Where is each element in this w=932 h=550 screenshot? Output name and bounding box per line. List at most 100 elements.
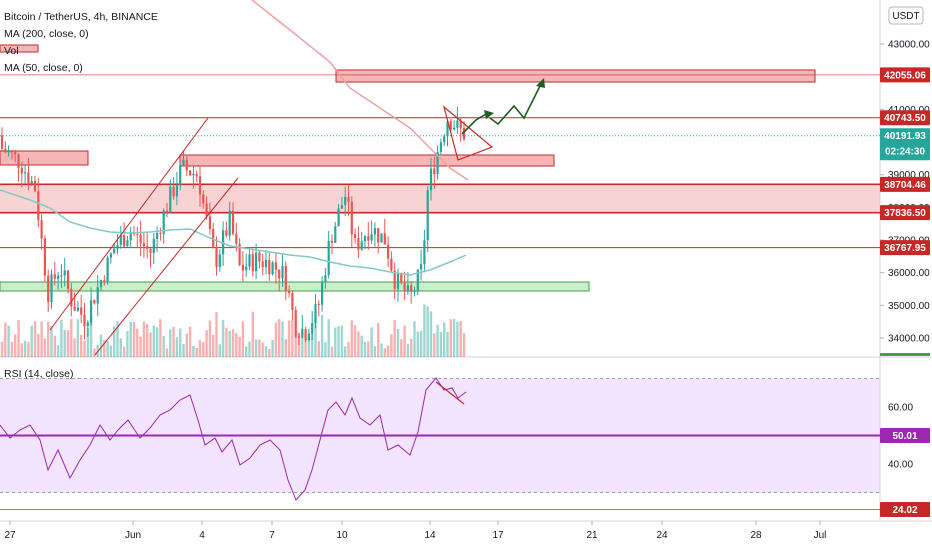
candle-body xyxy=(288,290,291,294)
rsi-tag[interactable] xyxy=(880,502,930,518)
volume-bar xyxy=(73,338,76,357)
rsi-tag[interactable] xyxy=(880,427,930,443)
price-tag[interactable] xyxy=(880,110,930,126)
price-tag[interactable] xyxy=(880,128,930,161)
candle-body xyxy=(182,159,185,166)
volume-bar xyxy=(390,334,393,357)
volume-bar xyxy=(175,337,179,357)
candle-body xyxy=(123,235,126,247)
price-tag[interactable] xyxy=(880,205,930,221)
volume-bar xyxy=(297,333,301,357)
volume-bar xyxy=(185,333,188,357)
candle-body xyxy=(57,275,60,279)
volume-bar xyxy=(294,331,297,357)
candle-body xyxy=(340,205,343,209)
candle-body xyxy=(433,168,436,175)
projection-zigzag[interactable] xyxy=(489,81,543,126)
candle-body xyxy=(416,269,419,291)
candle-body xyxy=(410,285,413,292)
price-tick-label: 35000.00 xyxy=(888,301,930,312)
ma200-legend[interactable]: MA (200, close, 0) xyxy=(4,28,89,40)
volume-bar xyxy=(307,336,311,357)
candle-body xyxy=(126,240,129,247)
volume-bar xyxy=(241,321,245,357)
candle-body xyxy=(330,241,334,243)
vol-swatch xyxy=(0,44,39,53)
volume-bar xyxy=(63,329,66,357)
candle-body xyxy=(255,252,258,272)
countdown-label: 02:24:30 xyxy=(885,147,925,158)
resistance-zone-wide[interactable] xyxy=(0,184,880,213)
volume-bar xyxy=(353,325,357,357)
candle-body xyxy=(321,282,324,305)
drawings-layer[interactable] xyxy=(49,78,545,356)
candle-body xyxy=(400,272,403,283)
candle-body xyxy=(311,323,314,334)
projection-arrow-1[interactable] xyxy=(461,113,487,135)
resistance-zone-left[interactable] xyxy=(0,150,89,166)
volume-bar xyxy=(235,333,238,357)
candle-body xyxy=(459,120,462,129)
channel-upper-line[interactable] xyxy=(49,117,209,331)
rsi-line xyxy=(0,377,467,501)
candle-body xyxy=(83,314,86,327)
time-tick-label: Jun xyxy=(125,530,141,541)
volume-bar xyxy=(314,318,317,357)
volume-bar xyxy=(165,348,169,357)
symbol-title: Bitcoin / TetherUS, 4h, BINANCE xyxy=(4,11,158,23)
candle-body xyxy=(278,269,281,279)
rsi-trendline[interactable] xyxy=(435,381,465,405)
candle-body xyxy=(70,288,73,307)
volume-bar xyxy=(20,343,23,357)
candle-body xyxy=(4,148,7,153)
volume-bar xyxy=(443,322,446,357)
volume-bar xyxy=(162,335,165,357)
candle-body xyxy=(403,282,406,292)
price-tag-label: 40743.50 xyxy=(884,113,926,124)
volume-bar xyxy=(23,340,27,357)
volume-bar xyxy=(393,320,396,357)
volume-bar xyxy=(109,345,113,357)
candle-body xyxy=(238,243,241,265)
volume-bar xyxy=(459,321,462,357)
time-tick-label: 4 xyxy=(199,530,205,541)
support-zone[interactable] xyxy=(0,281,590,292)
price-axis[interactable]: 34000.0035000.0036000.0037000.0038000.00… xyxy=(880,40,930,357)
volume-bar xyxy=(360,335,363,357)
volume-bar xyxy=(198,340,202,357)
candle-body xyxy=(429,168,433,191)
rsi-legend[interactable]: RSI (14, close) xyxy=(4,368,73,380)
price-tag[interactable] xyxy=(880,67,930,83)
volume-bar xyxy=(324,342,327,357)
price-pane[interactable] xyxy=(0,0,880,357)
candle-body xyxy=(307,333,310,340)
resistance-zone-mid[interactable] xyxy=(179,154,555,167)
volume-bar xyxy=(179,328,182,357)
ma50-legend[interactable]: MA (50, close, 0) xyxy=(4,62,83,74)
volume-bar xyxy=(208,320,212,357)
candle-body xyxy=(10,151,13,153)
time-tick-label: 24 xyxy=(656,530,668,541)
candle-body xyxy=(222,230,225,255)
candle-body xyxy=(245,266,248,271)
candle-body xyxy=(449,121,452,130)
currency-badge[interactable] xyxy=(888,6,924,25)
candle-body xyxy=(60,275,63,277)
volume-bar xyxy=(129,321,132,357)
volume-bar xyxy=(251,311,254,357)
resistance-zone-top[interactable] xyxy=(335,69,816,83)
candle-body xyxy=(189,170,192,176)
candle-body xyxy=(344,196,347,206)
price-tag[interactable] xyxy=(880,240,930,256)
volume-bar xyxy=(340,325,344,357)
candle-body xyxy=(294,310,297,337)
time-axis[interactable]: 27 Jun 4 7 10 14 17 21 24 28 Jul xyxy=(4,521,826,541)
candle-body xyxy=(396,272,400,289)
price-tag[interactable] xyxy=(880,176,930,192)
candle-body xyxy=(116,244,119,249)
candle-body xyxy=(208,216,211,230)
channel-lower-line[interactable] xyxy=(94,177,239,356)
candle-body xyxy=(304,329,307,340)
vol-legend[interactable]: Vol xyxy=(4,45,19,57)
